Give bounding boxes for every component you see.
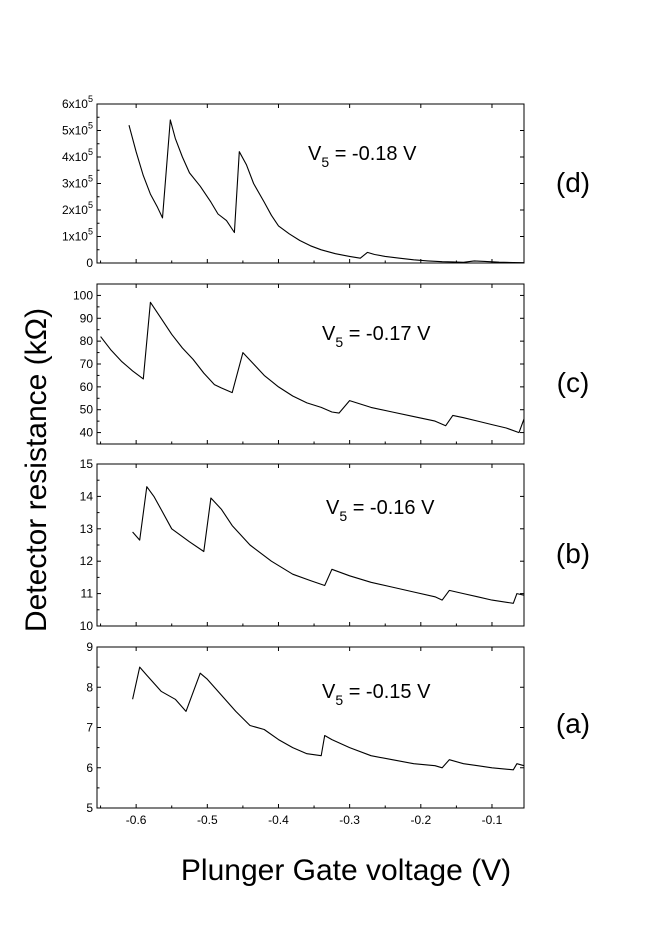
x-tick-label: -0.3 bbox=[339, 813, 360, 827]
y-tick-label: 80 bbox=[80, 334, 94, 348]
plot-frame bbox=[96, 103, 525, 264]
y-tick-label: 6x105 bbox=[62, 94, 93, 111]
x-tick-label: -0.1 bbox=[482, 813, 503, 827]
data-line bbox=[100, 301, 525, 434]
chart-panels: 0 1x105 2x105 3x105 4x105 5x105 6x105 V5 = -0.1… bbox=[62, 94, 590, 827]
y-tick-label: 0 bbox=[86, 256, 93, 270]
plot-frame bbox=[96, 463, 525, 627]
y-tick-label: 5 bbox=[86, 801, 93, 815]
panel-label: (c) bbox=[557, 367, 590, 398]
y-tick-label: 8 bbox=[86, 680, 93, 694]
y-tick-label: 12 bbox=[80, 554, 94, 568]
x-tick-label: -0.5 bbox=[197, 813, 218, 827]
y-tick-label: 3x105 bbox=[62, 174, 93, 191]
data-line bbox=[132, 486, 525, 604]
y-tick-label: 100 bbox=[73, 288, 93, 302]
y-tick-label: 6 bbox=[86, 761, 93, 775]
y-tick-label: 50 bbox=[80, 403, 94, 417]
y-tick-label: 10 bbox=[80, 619, 94, 633]
y-tick-label: 90 bbox=[80, 311, 94, 325]
plot-frame bbox=[96, 283, 525, 445]
panel-label: (d) bbox=[556, 167, 590, 198]
x-tick-label: -0.4 bbox=[268, 813, 289, 827]
voltage-annotation: V5 = -0.17 V bbox=[322, 323, 431, 350]
y-tick-label: 13 bbox=[80, 522, 94, 536]
y-tick-label: 14 bbox=[80, 489, 94, 503]
x-tick-label: -0.2 bbox=[410, 813, 431, 827]
y-tick-label: 60 bbox=[80, 380, 94, 394]
chart-panel-b: 10 11 12 13 14 15 V5 = -0.16 V (b) bbox=[80, 457, 590, 633]
chart-panel-d: 0 1x105 2x105 3x105 4x105 5x105 6x105 V5 = -0.1… bbox=[62, 94, 590, 270]
y-tick-label: 5x105 bbox=[62, 121, 93, 138]
panel-label: (b) bbox=[556, 538, 590, 569]
voltage-annotation: V5 = -0.15 V bbox=[322, 681, 431, 708]
y-tick-label: 40 bbox=[80, 426, 94, 440]
x-axis-title: Plunger Gate voltage (V) bbox=[181, 854, 511, 887]
y-axis-title: Detector resistance (kΩ) bbox=[20, 308, 53, 632]
y-tick-label: 1x105 bbox=[62, 227, 93, 244]
voltage-annotation: V5 = -0.16 V bbox=[326, 497, 435, 524]
y-tick-label: 2x105 bbox=[62, 200, 93, 217]
data-line bbox=[128, 119, 525, 264]
y-tick-label: 9 bbox=[86, 640, 93, 654]
y-tick-label: 11 bbox=[81, 587, 94, 601]
chart-panel-c: 40 50 60 70 80 90 100 V5 = -0.17 V (c) bbox=[73, 283, 590, 445]
voltage-annotation: V5 = -0.18 V bbox=[308, 143, 417, 170]
y-tick-label: 4x105 bbox=[62, 147, 93, 164]
y-tick-label: 15 bbox=[80, 457, 94, 471]
x-tick-label: -0.6 bbox=[126, 813, 147, 827]
plot-frame bbox=[96, 646, 525, 809]
panel-label: (a) bbox=[556, 708, 590, 739]
data-line bbox=[132, 666, 525, 771]
y-tick-label: 70 bbox=[80, 357, 94, 371]
chart-panel-a: 5 6 7 8 9 -0.6 -0.5 -0.4 -0.3 -0.2 -0.1 V5 = -0.15 … bbox=[86, 640, 590, 827]
y-tick-label: 7 bbox=[86, 721, 93, 735]
